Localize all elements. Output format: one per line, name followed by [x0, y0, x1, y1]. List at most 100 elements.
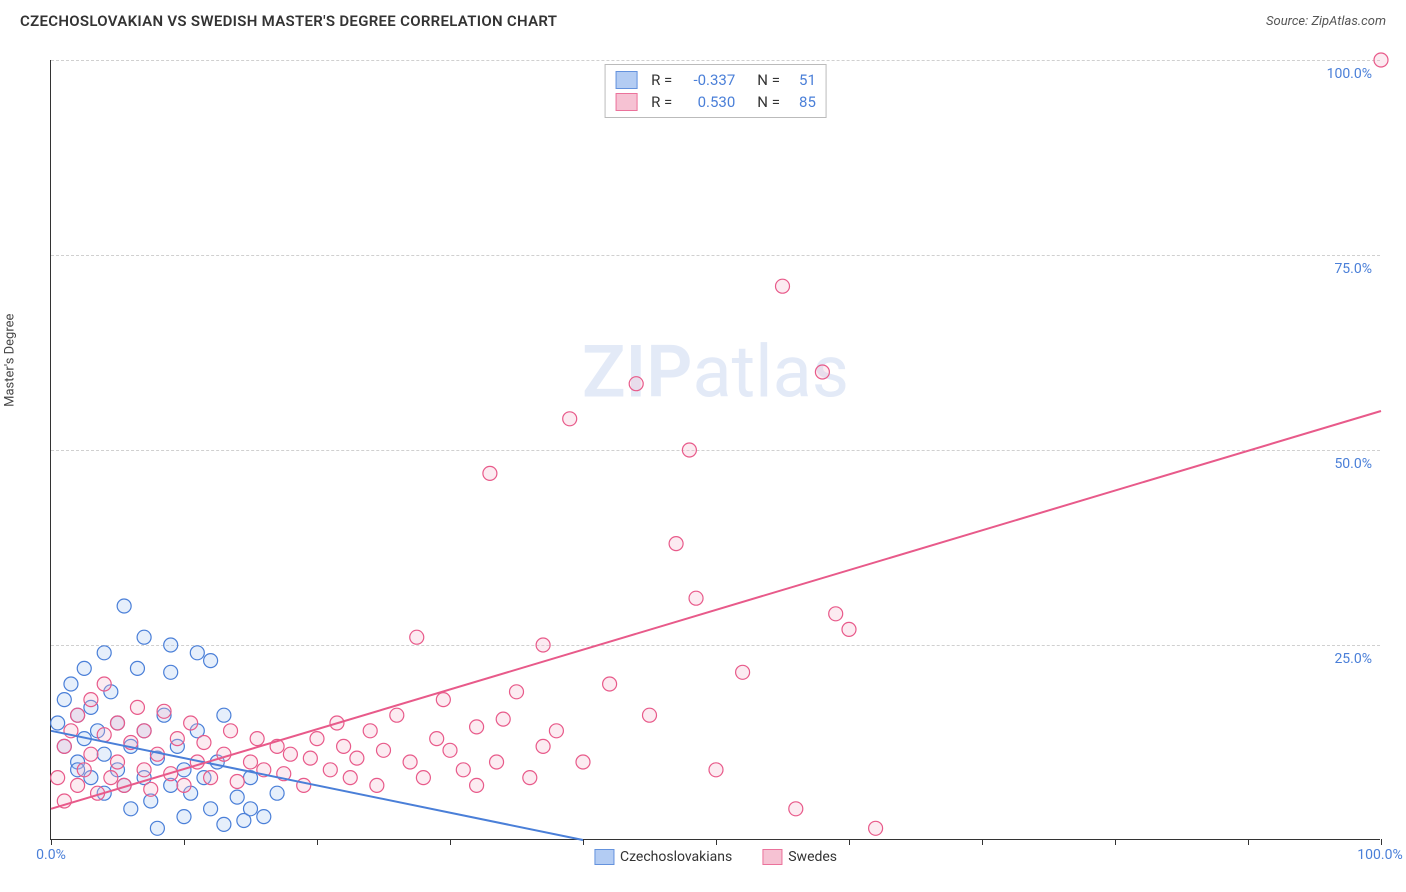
data-point-series-1 [370, 778, 384, 792]
y-axis-label: Master's Degree [3, 314, 18, 407]
data-point-series-1 [303, 751, 317, 765]
x-tick [1115, 839, 1116, 845]
data-point-series-1 [51, 771, 65, 785]
scatter-plot-svg [51, 60, 1380, 839]
x-tick [51, 839, 52, 845]
x-tick [1248, 839, 1249, 845]
data-point-series-1 [377, 743, 391, 757]
data-point-series-1 [829, 607, 843, 621]
x-tick-label-left: 0.0% [36, 847, 66, 863]
data-point-series-1 [869, 821, 883, 835]
data-point-series-0 [190, 646, 204, 660]
data-point-series-1 [84, 693, 98, 707]
data-point-series-1 [470, 720, 484, 734]
data-point-series-1 [536, 739, 550, 753]
legend-label-1: Swedes [788, 849, 837, 865]
stats-swatch-0 [615, 71, 637, 89]
data-point-series-1 [430, 732, 444, 746]
data-point-series-1 [842, 622, 856, 636]
data-point-series-0 [217, 708, 231, 722]
x-tick [849, 839, 850, 845]
data-point-series-1 [137, 724, 151, 738]
data-point-series-1 [283, 747, 297, 761]
legend-item-1: Swedes [762, 849, 837, 865]
n-value-0: 51 [788, 71, 816, 89]
data-point-series-1 [157, 704, 171, 718]
data-point-series-1 [496, 712, 510, 726]
data-point-series-0 [97, 747, 111, 761]
bottom-legend: Czechoslovakians Swedes [594, 849, 837, 865]
data-point-series-1 [224, 724, 238, 738]
data-point-series-1 [536, 638, 550, 652]
data-point-series-1 [170, 732, 184, 746]
data-point-series-1 [689, 591, 703, 605]
data-point-series-0 [257, 810, 271, 824]
x-tick [982, 839, 983, 845]
data-point-series-1 [104, 771, 118, 785]
data-point-series-1 [77, 763, 91, 777]
data-point-series-1 [410, 630, 424, 644]
data-point-series-1 [343, 771, 357, 785]
correlation-stats-box: R = -0.337 N = 51 R = 0.530 N = 85 [604, 64, 827, 118]
data-point-series-0 [137, 630, 151, 644]
x-tick [450, 839, 451, 845]
data-point-series-1 [629, 377, 643, 391]
legend-swatch-1 [762, 849, 782, 865]
data-point-series-1 [84, 747, 98, 761]
data-point-series-0 [230, 790, 244, 804]
n-value-1: 85 [788, 93, 816, 111]
legend-label-0: Czechoslovakians [620, 849, 732, 865]
data-point-series-1 [137, 763, 151, 777]
data-point-series-1 [97, 728, 111, 742]
data-point-series-0 [124, 802, 138, 816]
data-point-series-0 [204, 802, 218, 816]
data-point-series-1 [337, 739, 351, 753]
data-point-series-1 [184, 716, 198, 730]
data-point-series-1 [603, 677, 617, 691]
data-point-series-0 [51, 716, 65, 730]
data-point-series-1 [130, 700, 144, 714]
data-point-series-0 [64, 677, 78, 691]
data-point-series-1 [71, 778, 85, 792]
data-point-series-1 [350, 751, 364, 765]
x-tick [184, 839, 185, 845]
data-point-series-1 [436, 693, 450, 707]
data-point-series-1 [390, 708, 404, 722]
data-point-series-1 [789, 802, 803, 816]
x-tick [1381, 839, 1382, 845]
data-point-series-0 [244, 802, 258, 816]
data-point-series-0 [164, 638, 178, 652]
data-point-series-1 [470, 778, 484, 792]
data-point-series-1 [669, 537, 683, 551]
data-point-series-1 [490, 755, 504, 769]
data-point-series-0 [77, 661, 91, 675]
data-point-series-1 [323, 763, 337, 777]
x-tick-label-right: 100.0% [1357, 847, 1402, 863]
x-tick [583, 839, 584, 845]
chart-plot-area: ZIPatlas 25.0%50.0%75.0%100.0% R = -0.33… [50, 60, 1380, 840]
data-point-series-0 [117, 599, 131, 613]
data-point-series-0 [130, 661, 144, 675]
data-point-series-1 [416, 771, 430, 785]
data-point-series-1 [643, 708, 657, 722]
data-point-series-1 [1374, 53, 1388, 67]
x-tick [317, 839, 318, 845]
stats-swatch-1 [615, 93, 637, 111]
data-point-series-1 [443, 743, 457, 757]
data-point-series-1 [483, 466, 497, 480]
stats-row-series-1: R = 0.530 N = 85 [615, 91, 816, 113]
legend-item-0: Czechoslovakians [594, 849, 732, 865]
data-point-series-1 [71, 708, 85, 722]
data-point-series-1 [523, 771, 537, 785]
data-point-series-1 [776, 279, 790, 293]
data-point-series-0 [150, 821, 164, 835]
data-point-series-1 [549, 724, 563, 738]
r-value-0: -0.337 [680, 71, 735, 89]
r-value-1: 0.530 [680, 93, 735, 111]
data-point-series-1 [510, 685, 524, 699]
legend-swatch-0 [594, 849, 614, 865]
chart-title: CZECHOSLOVAKIAN VS SWEDISH MASTER'S DEGR… [20, 12, 557, 30]
data-point-series-0 [217, 817, 231, 831]
data-point-series-1 [563, 412, 577, 426]
data-point-series-1 [144, 782, 158, 796]
